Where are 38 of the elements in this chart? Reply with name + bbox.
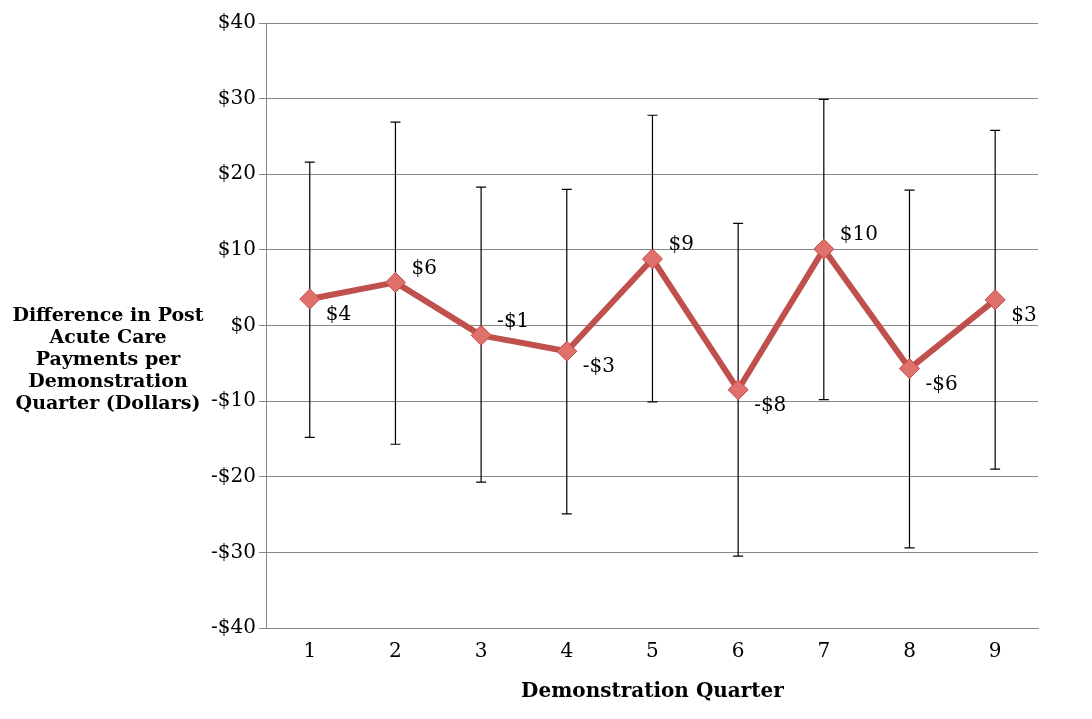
data-label: $10 [839, 221, 878, 246]
data-label: -$6 [925, 370, 958, 395]
point [470, 324, 492, 346]
y-tick-label: -$30 [210, 538, 256, 563]
x-tick-label: 8 [903, 638, 916, 663]
data-label: $9 [668, 231, 694, 256]
point [641, 248, 663, 270]
y-tick-label: $40 [217, 9, 256, 34]
x-tick-label: 4 [560, 638, 574, 663]
y-tick-label: $20 [217, 160, 256, 185]
point [727, 379, 749, 401]
x-tick-label: 2 [389, 638, 402, 663]
y-tick-label: -$40 [210, 614, 256, 639]
data-label: -$3 [582, 353, 616, 378]
data-label: $6 [411, 254, 437, 279]
data-label: $4 [325, 301, 352, 326]
data-label: $3 [1011, 301, 1037, 326]
point [813, 238, 835, 260]
x-tick-label: 3 [474, 638, 488, 663]
point [898, 358, 920, 380]
y-tick-label: -$10 [210, 387, 256, 412]
x-tick-label: 7 [817, 638, 831, 663]
x-tick-label: 9 [988, 638, 1002, 663]
point [299, 288, 321, 310]
y-tick-label: $10 [217, 236, 256, 261]
point [384, 271, 406, 293]
x-tick-label: 5 [646, 638, 659, 663]
y-tick-label: $0 [230, 311, 256, 336]
data-label: -$8 [754, 391, 787, 416]
x-tick-label: 6 [731, 638, 745, 663]
x-tick-label: 1 [303, 638, 317, 663]
point [556, 340, 578, 362]
y-tick-label: -$20 [210, 462, 256, 487]
point [984, 289, 1006, 311]
x-axis-title: Demonstration Quarter [521, 678, 785, 703]
y-axis-title: Difference in Post Acute Care Payments per Demonstration Quarter (Dollars) [11, 303, 205, 413]
data-label: -$1 [497, 307, 530, 332]
y-tick-label: $30 [217, 84, 256, 109]
